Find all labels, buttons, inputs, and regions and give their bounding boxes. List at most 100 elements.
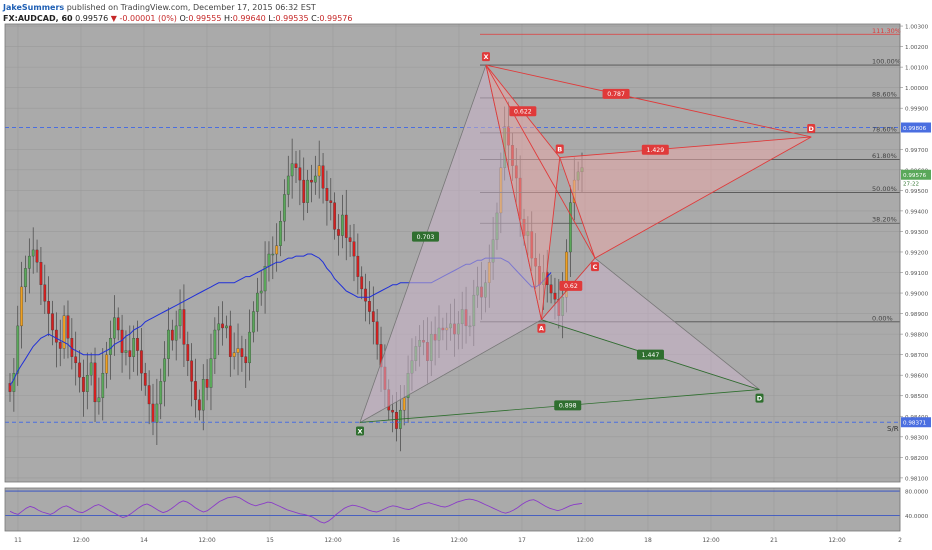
ratio-label-box [411, 231, 439, 242]
candle-body [232, 352, 236, 357]
low-label: L: [268, 14, 276, 23]
candle-body [310, 179, 313, 183]
candle-body [221, 323, 224, 329]
y-tick-label: 0.98900 [905, 312, 929, 318]
publisher-line: JakeSummers published on TradingView.com… [3, 2, 316, 13]
pattern-point-marker [537, 323, 546, 333]
candle-body [294, 163, 298, 168]
y-tick-label: 1.00000 [905, 86, 929, 92]
candle-body [174, 325, 178, 341]
candle-body [58, 342, 62, 349]
price-tag-lower-text: 0.98371 [903, 421, 927, 427]
x-tick-label: 11 [14, 537, 22, 544]
candle-body [283, 194, 286, 222]
candle-body [375, 321, 379, 345]
candle-body [348, 237, 352, 242]
candle-body [136, 338, 139, 351]
candle-body [337, 229, 340, 236]
candle-body [170, 329, 174, 341]
price-tag-current [901, 169, 931, 180]
candle-body [12, 372, 16, 392]
candle-body [553, 292, 557, 300]
rsi-line [9, 496, 583, 524]
x-tick-label: 21 [770, 537, 778, 544]
candle-body [549, 284, 553, 294]
x-tick-label: 12:00 [72, 537, 89, 544]
candle-body [228, 325, 232, 357]
price-tag-lower [901, 417, 931, 428]
candle-body [120, 329, 124, 353]
y-tick-label: 0.99400 [905, 209, 929, 215]
candle-body [178, 309, 182, 327]
candle-body [66, 315, 70, 339]
candle-body [244, 356, 248, 364]
symbol-line: FX:AUDCAD, 60 0.99576 ▼ -0.00001 (0%) O:… [3, 13, 353, 24]
candle-body [31, 249, 35, 257]
candle-body [306, 179, 309, 203]
symbol-label: FX:AUDCAD, 60 [3, 14, 73, 23]
candle-body [275, 245, 279, 255]
candle-body [217, 323, 221, 331]
pattern-point-label: C [593, 263, 598, 271]
candle-body [341, 214, 344, 236]
published-info: published on TradingView.com, December 1… [66, 3, 316, 12]
high-label: H: [223, 14, 233, 23]
rsi-level-label: 40.0000 [905, 514, 929, 520]
x-tick-label: 16 [392, 537, 400, 544]
candle-body [256, 292, 259, 312]
candle-body [39, 262, 43, 285]
y-tick-label: 0.98600 [905, 374, 929, 380]
candle-body [128, 350, 132, 357]
candle-body [78, 362, 81, 378]
candle-body [140, 350, 143, 374]
x-tick-label: 15 [266, 537, 274, 544]
y-tick-label: 0.99900 [905, 107, 929, 113]
candle-body [364, 288, 367, 302]
y-tick-label: 0.99500 [905, 189, 929, 195]
candle-body [248, 331, 251, 364]
candle-body [51, 313, 54, 331]
ratio-label-box [559, 280, 583, 291]
candle-body [62, 315, 66, 349]
ratio-label: 0.62 [564, 283, 578, 290]
candle-body [302, 179, 306, 203]
ratio-label: 0.622 [514, 109, 532, 116]
candle-body [344, 214, 348, 238]
candle-body [368, 301, 371, 312]
pattern-point-marker [591, 262, 599, 272]
candle-body [205, 379, 209, 388]
x-tick-label: 2 [898, 537, 902, 544]
candle-body [116, 317, 120, 331]
pattern-leg-red-xd [485, 64, 812, 138]
candle-body [97, 397, 101, 403]
pattern-point-marker [755, 393, 764, 403]
candle-body [290, 163, 294, 177]
candle-body [356, 255, 360, 277]
pattern-point-label: B [557, 145, 562, 153]
x-tick-label: 12:00 [198, 537, 215, 544]
pattern-point-label: X [357, 427, 362, 435]
candle-body [143, 372, 147, 386]
pattern-leg-red-xc [485, 64, 596, 259]
candle-body [24, 268, 27, 288]
ratio-label-box [636, 349, 664, 360]
pattern-point-marker [807, 123, 816, 133]
fib-level-label: 61.80% [872, 152, 897, 160]
candle-body [286, 175, 290, 195]
change-arrow-icon: ▼ [110, 14, 117, 23]
ratio-label-box [554, 400, 582, 411]
ratio-label: 1.429 [646, 147, 664, 154]
candle-body [167, 329, 170, 359]
author-name[interactable]: JakeSummers [3, 3, 65, 12]
candle-body [267, 253, 271, 267]
y-tick-label: 0.99300 [905, 230, 929, 236]
close-label: C: [311, 14, 320, 23]
y-tick-label: 0.99100 [905, 271, 929, 277]
candle-body [55, 329, 58, 343]
candle-body [279, 221, 282, 246]
candle-body [85, 375, 89, 392]
candle-body [43, 284, 47, 302]
candle-body [325, 188, 329, 201]
candle-body [252, 311, 255, 333]
